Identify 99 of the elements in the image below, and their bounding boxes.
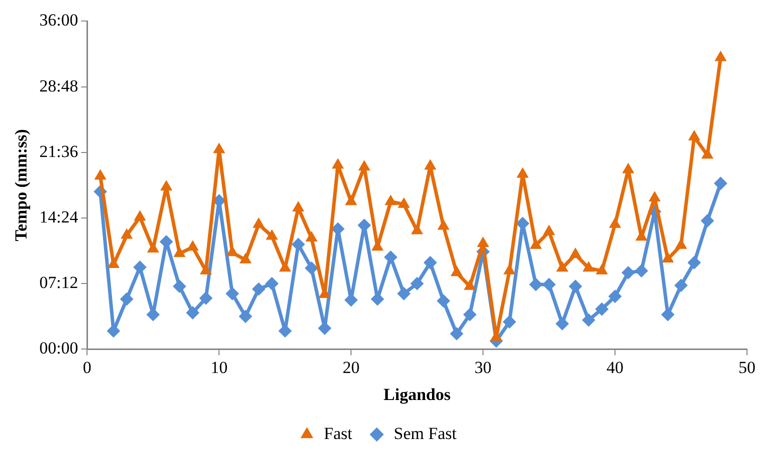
y-tick-label: 21:36: [39, 142, 78, 161]
point: [213, 143, 225, 154]
y-tick-label: 36:00: [39, 10, 78, 30]
point: [345, 195, 357, 206]
point: [384, 195, 396, 206]
point: [186, 306, 200, 320]
point: [411, 224, 423, 234]
point: [674, 278, 688, 292]
point: [648, 191, 660, 202]
point: [675, 238, 687, 249]
point: [120, 292, 134, 306]
y-tick-label: 28:48: [39, 76, 78, 96]
x-tick-label: 10: [210, 358, 228, 377]
x-tick-label: 20: [342, 358, 360, 377]
point: [595, 302, 608, 316]
point: [121, 228, 132, 239]
point: [424, 256, 437, 270]
x-tick-label: 30: [474, 358, 492, 377]
point: [384, 250, 398, 264]
x-axis-title: Ligandos: [384, 385, 451, 404]
point: [199, 292, 212, 305]
point: [174, 247, 186, 258]
point: [292, 201, 304, 212]
point: [450, 327, 464, 340]
point: [370, 292, 384, 306]
point: [609, 218, 621, 228]
point: [133, 260, 146, 274]
x-tick-label: 0: [82, 358, 92, 377]
point: [438, 220, 450, 230]
point: [714, 176, 728, 190]
point: [436, 294, 450, 308]
point: [265, 277, 278, 290]
point: [464, 280, 476, 290]
y-tick-label: 07:12: [39, 273, 78, 292]
point: [238, 310, 252, 323]
point: [358, 218, 371, 232]
point: [134, 210, 146, 221]
point: [344, 294, 358, 306]
point: [700, 214, 714, 228]
point: [516, 216, 530, 230]
point: [543, 225, 555, 236]
point: [146, 308, 160, 322]
point: [568, 280, 582, 293]
point: [714, 51, 726, 62]
point: [147, 242, 159, 252]
point: [662, 252, 674, 262]
point: [107, 324, 120, 338]
point: [252, 282, 266, 296]
point: [661, 308, 674, 322]
legend-label: Sem Fast: [394, 424, 457, 443]
x-tick-label: 50: [738, 358, 756, 377]
legend-label: Fast: [324, 424, 353, 443]
point: [252, 218, 264, 228]
point: [622, 266, 635, 280]
y-tick-label: 00:00: [39, 338, 78, 358]
point: [504, 264, 516, 274]
point: [582, 314, 596, 327]
point: [358, 160, 370, 170]
point: [702, 148, 714, 159]
point: [226, 246, 238, 256]
point: [292, 238, 305, 251]
point: [608, 290, 622, 303]
point: [463, 308, 476, 322]
point: [634, 264, 648, 278]
point: [556, 262, 568, 272]
point: [279, 262, 291, 272]
point: [160, 180, 172, 191]
point: [398, 198, 410, 208]
point: [332, 158, 344, 169]
point: [94, 170, 106, 180]
point: [266, 230, 278, 240]
point: [331, 222, 344, 236]
y-tick-label: 14:24: [39, 207, 79, 226]
point: [477, 237, 489, 248]
point: [240, 253, 252, 264]
point: [306, 232, 318, 242]
point: [502, 315, 516, 328]
point: [596, 264, 608, 274]
x-tick-label: 40: [606, 358, 624, 377]
point: [516, 168, 528, 178]
y-axis-title: Tempo (mm:ss): [12, 129, 31, 242]
point: [187, 240, 198, 251]
point: [556, 317, 569, 330]
point: [570, 248, 582, 258]
point: [304, 262, 318, 275]
point: [688, 256, 701, 270]
point: [582, 262, 594, 272]
point: [622, 163, 634, 174]
point: [397, 287, 410, 300]
point: [173, 280, 186, 293]
point: [226, 287, 239, 300]
point: [530, 238, 542, 249]
point: [529, 278, 542, 292]
point: [542, 278, 556, 292]
point: [424, 160, 436, 170]
point: [410, 277, 424, 290]
point: [688, 130, 700, 140]
point: [450, 266, 462, 276]
point: [318, 322, 332, 335]
